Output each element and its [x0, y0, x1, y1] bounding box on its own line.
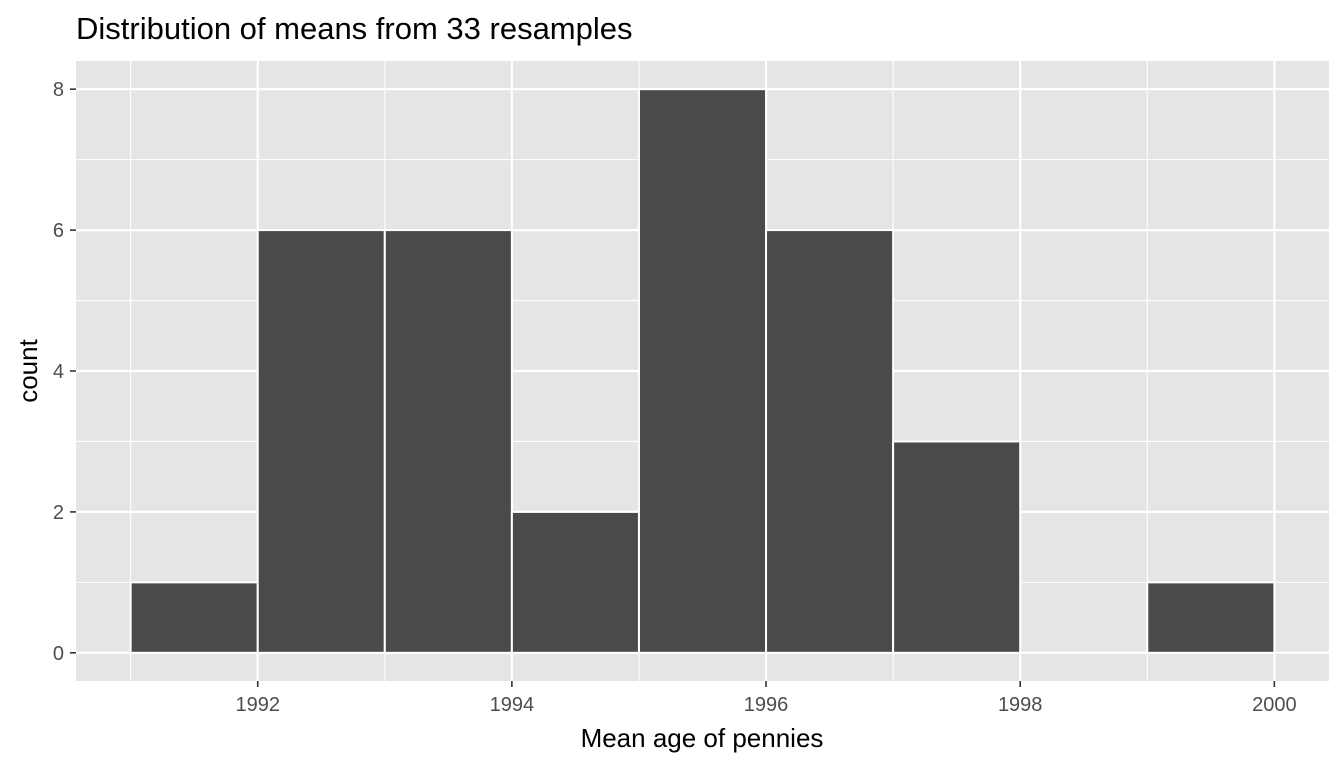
- x-tick-label: 2000: [1252, 694, 1297, 716]
- x-tick-label: 1994: [490, 694, 535, 716]
- histogram-bars: [129, 88, 1276, 654]
- axis-ticks: 1992 1994 1996 1998 2000 0 2 4 6 8: [53, 79, 1297, 716]
- histogram-bar: [892, 440, 1022, 654]
- histogram-bar: [256, 229, 386, 654]
- histogram-bar: [510, 510, 640, 654]
- y-tick-label: 4: [53, 361, 64, 383]
- x-tick-label: 1992: [235, 694, 280, 716]
- histogram-bar: [383, 229, 513, 654]
- y-tick-label: 2: [53, 502, 64, 524]
- x-tick-label: 1998: [998, 694, 1043, 716]
- histogram-bar: [637, 88, 768, 654]
- histogram-bar: [1146, 581, 1276, 654]
- y-tick-label: 8: [53, 79, 64, 101]
- x-tick-label: 1996: [744, 694, 789, 716]
- chart-title: Distribution of means from 33 resamples: [76, 11, 633, 46]
- y-tick-label: 6: [53, 220, 64, 242]
- histogram-bar: [129, 581, 259, 654]
- y-tick-label: 0: [53, 643, 64, 665]
- x-axis-title: Mean age of pennies: [581, 723, 824, 753]
- histogram-bar: [765, 229, 895, 654]
- y-axis-title: count: [13, 338, 43, 402]
